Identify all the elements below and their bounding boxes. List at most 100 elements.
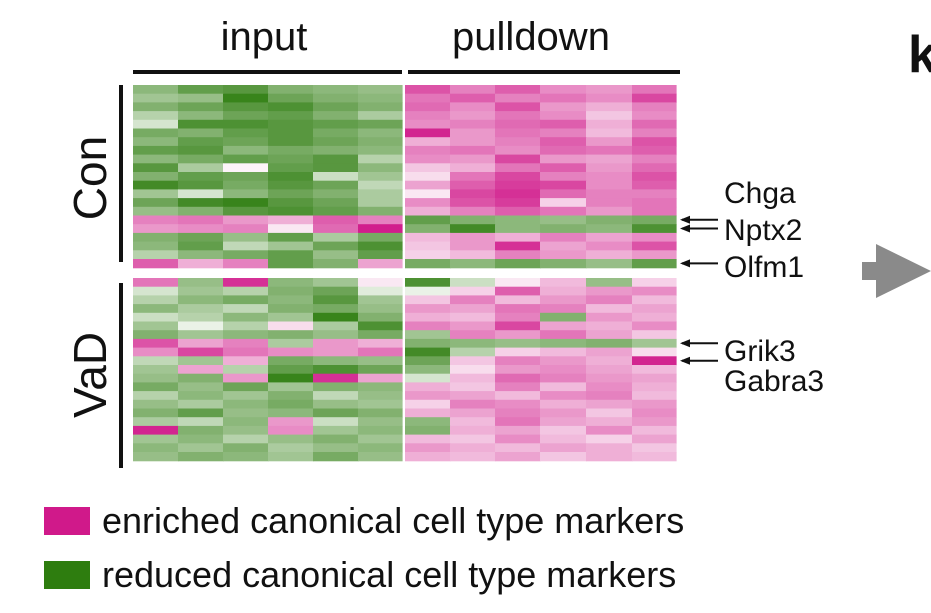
heatmap-cell [313,425,359,436]
legend: enriched canonical cell type markers red… [44,500,684,595]
heatmap-cell [586,163,633,173]
heatmap-cell [495,304,541,314]
heatmap-cell [450,241,496,251]
heatmap-cell [268,295,314,305]
heatmap-cell [358,232,403,243]
heatmap-cell [358,206,403,217]
heatmap-cell [586,145,633,156]
heatmap-cell [586,391,633,401]
heatmap-cell [268,330,314,340]
heatmap-cell [133,241,179,251]
heatmap-cell [450,434,496,444]
heatmap-cell [495,338,541,349]
heatmap-cell [358,93,403,103]
heatmap-cell [405,286,451,296]
heatmap-cell [405,399,451,410]
heatmap-cell [358,154,403,164]
heatmap-cell [133,232,179,243]
heatmap-cell [450,111,496,121]
heatmap-cell [178,85,224,95]
heatmap-cell [495,119,541,130]
heatmap-cell [586,119,633,130]
heatmap-cell [268,189,314,199]
heatmap-cell [540,93,587,103]
row-group-label-vad: VaD [64,332,116,418]
heatmap-cell [405,215,451,225]
heatmap-cell [450,145,496,156]
heatmap-cell [133,259,179,269]
heatmap-cell [358,189,403,199]
heatmap-cell [495,128,541,138]
heatmap-cell [405,128,451,138]
heatmap-cell [586,215,633,225]
heatmap-cell [358,330,403,340]
heatmap-cell [450,312,496,323]
heatmap-cell [495,382,541,392]
heatmap-cell [133,250,179,260]
heatmap-cell [495,154,541,164]
heatmap-cell [405,119,451,130]
heatmap-cell [632,259,677,269]
heatmap-cell [313,443,359,453]
heatmap-cell [540,102,587,112]
heatmap-cell [223,154,269,164]
gene-label: Olfm1 [724,251,804,284]
heatmap-cell [540,312,587,323]
heatmap-cell [313,295,359,305]
heatmap-cell [133,278,179,288]
heatmap-cell [313,224,359,234]
heatmap-cell [178,425,224,436]
gene-arrow-head-icon [680,215,690,224]
heatmap-cell [632,85,677,95]
heatmap-cell [632,172,677,182]
heatmap-cell [586,321,633,331]
heatmap-cell [133,391,179,401]
heatmap-cell [632,128,677,138]
heatmap-cell [540,145,587,156]
heatmap-cell [313,189,359,199]
heatmap-cell [540,443,587,453]
heatmap-cell [495,206,541,217]
heatmap-cell [268,304,314,314]
heatmap-cell [223,102,269,112]
heatmap-cell [540,391,587,401]
heatmap-cell [358,111,403,121]
heatmap-cell [450,180,496,190]
heatmap-cell [450,215,496,225]
heatmap-cell [133,330,179,340]
heatmap-cell [632,119,677,130]
heatmap-cell [223,172,269,182]
heatmap-cell [540,224,587,234]
heatmap-cell [495,189,541,199]
heatmap-cell [358,373,403,383]
heatmap-cell [358,259,403,269]
heatmap-cell [268,338,314,349]
heatmap-cell [540,338,587,349]
heatmap-cell [358,321,403,331]
heatmap-cell [495,295,541,305]
heatmap-cell [540,382,587,392]
heatmap-cell [268,382,314,392]
heatmap-cell [358,278,403,288]
heatmap-cell [223,224,269,234]
heatmap-cell [313,356,359,366]
heatmap-cell [133,408,179,418]
heatmap-cell [223,330,269,340]
heatmap-cell [313,382,359,392]
heatmap-cell [405,321,451,331]
heatmap-cell [223,198,269,208]
heatmap-cell [223,137,269,147]
heatmap-cell [178,163,224,173]
legend-label-enriched: enriched canonical cell type markers [102,500,684,541]
heatmap-cell [405,425,451,436]
heatmap-cell [313,330,359,340]
heatmap-cell [358,312,403,323]
heatmap-cell [133,286,179,296]
heatmap-cell [450,356,496,366]
heatmap-cell [358,295,403,305]
heatmap-cell [540,206,587,217]
heatmap-cell [540,408,587,418]
heatmap-cell [178,338,224,349]
heatmap-cell [450,365,496,375]
